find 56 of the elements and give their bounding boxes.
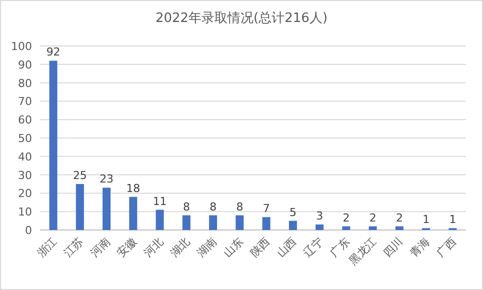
data-label: 3 xyxy=(316,209,324,222)
x-tick-label: 河南 xyxy=(88,234,113,260)
y-tick-label: 0 xyxy=(25,224,32,237)
y-tick-label: 100 xyxy=(11,40,32,53)
y-tick-label: 80 xyxy=(18,76,32,90)
x-tick-label: 陕西 xyxy=(248,234,272,260)
y-tick-label: 60 xyxy=(18,114,32,127)
data-label: 2 xyxy=(342,211,350,224)
x-tick-label: 四川 xyxy=(380,234,406,260)
x-tick-label: 安徽 xyxy=(114,234,140,260)
bar xyxy=(316,224,324,230)
y-tick-label: 70 xyxy=(18,95,32,108)
data-label: 8 xyxy=(182,200,190,214)
x-tick-label: 湖北 xyxy=(168,234,193,260)
data-label: 1 xyxy=(449,213,456,226)
bar xyxy=(182,215,190,230)
bar xyxy=(262,217,270,230)
x-tick-label: 河北 xyxy=(141,234,166,260)
x-tick-label: 山东 xyxy=(221,234,246,260)
data-label: 8 xyxy=(236,200,244,214)
bar xyxy=(236,215,244,230)
bar xyxy=(102,188,111,230)
data-label: 5 xyxy=(289,206,296,219)
x-tick-label: 青海 xyxy=(407,234,432,260)
bar xyxy=(342,226,350,230)
y-tick-label: 90 xyxy=(18,58,32,72)
data-label: 11 xyxy=(152,194,167,208)
data-label: 7 xyxy=(262,202,270,216)
data-label: 2 xyxy=(396,211,403,224)
bar xyxy=(156,210,164,230)
x-tick-label: 浙江 xyxy=(34,234,60,260)
bar xyxy=(209,215,218,230)
data-label: 2 xyxy=(369,211,376,224)
bar xyxy=(129,196,138,230)
bar xyxy=(76,184,84,230)
data-label: 8 xyxy=(210,200,217,214)
chart-title: 2022年录取情况(总计216人) xyxy=(155,11,328,26)
y-tick-label: 10 xyxy=(18,206,32,219)
y-tick-label: 20 xyxy=(18,187,32,200)
x-tick-label: 广西 xyxy=(434,234,459,260)
x-tick-label: 湖南 xyxy=(194,234,220,260)
bar xyxy=(288,220,297,230)
data-label: 92 xyxy=(46,46,60,59)
y-tick-label: 30 xyxy=(18,168,32,182)
data-label: 23 xyxy=(100,172,114,186)
x-tick-label: 江苏 xyxy=(61,234,86,260)
data-label: 18 xyxy=(126,182,140,195)
x-tick-label: 山西 xyxy=(274,234,300,260)
x-tick-label: 辽宁 xyxy=(300,234,326,260)
bar xyxy=(395,226,404,230)
bar xyxy=(368,226,377,230)
data-label: 1 xyxy=(422,213,430,226)
y-tick-label: 50 xyxy=(18,132,32,145)
y-tick-label: 40 xyxy=(18,150,32,164)
bar xyxy=(49,60,58,230)
data-label: 25 xyxy=(72,169,87,182)
